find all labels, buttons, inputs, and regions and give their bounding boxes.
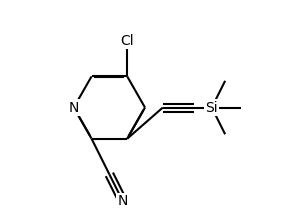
Text: Si: Si (206, 101, 218, 114)
Text: N: N (117, 194, 128, 208)
Text: Cl: Cl (120, 34, 134, 48)
Text: N: N (68, 101, 79, 114)
